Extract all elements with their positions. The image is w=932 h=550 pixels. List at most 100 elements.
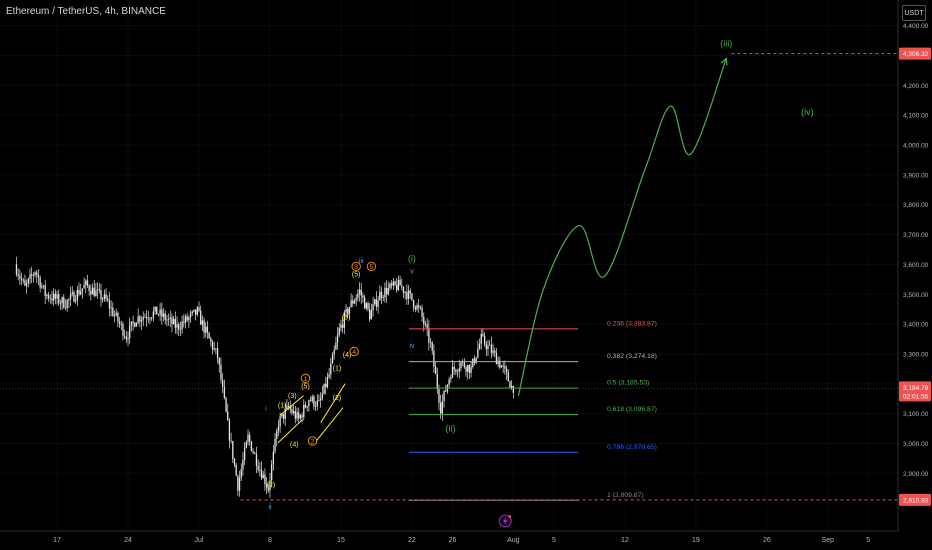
- candle-body: [108, 300, 111, 309]
- candle-body: [218, 358, 220, 365]
- candle-body: [223, 386, 225, 398]
- candle-body: [291, 409, 293, 414]
- candle-body: [472, 358, 474, 367]
- time-tick-label: Jul: [195, 537, 204, 544]
- candle-body: [213, 348, 215, 350]
- wave-label: (4): [343, 352, 352, 359]
- candle-body: [440, 402, 442, 414]
- candle-body: [505, 368, 508, 373]
- time-tick-label: Aug: [507, 537, 520, 544]
- wave-label: v: [410, 268, 414, 275]
- time-axis[interactable]: 17 24 Jul 8 15 22 26 Aug 5 12 19 26 Sep 5: [0, 530, 932, 550]
- candle-body: [222, 379, 224, 387]
- candle-body: [73, 292, 75, 302]
- candle-body: [194, 309, 197, 315]
- candle-body: [338, 327, 340, 336]
- candle-body: [98, 289, 100, 291]
- candle-body: [271, 464, 273, 481]
- candle-body: [188, 317, 190, 321]
- candle-body: [448, 379, 450, 385]
- candle-body: [340, 324, 342, 328]
- candle-body: [421, 307, 423, 318]
- candle-body: [414, 307, 416, 310]
- candle-body: [436, 374, 438, 390]
- candle-body: [353, 300, 356, 304]
- candle-body: [487, 345, 489, 350]
- candle-body: [134, 322, 136, 327]
- candle-body: [164, 313, 166, 321]
- wave-label: (i): [408, 253, 416, 263]
- candle-body: [178, 324, 180, 330]
- candle-body: [20, 278, 23, 280]
- candle-body: [46, 294, 48, 297]
- candle-body: [102, 298, 104, 300]
- candle-body: [316, 400, 318, 407]
- time-tick-label: 8: [268, 537, 272, 544]
- price-axis-background: [898, 0, 932, 550]
- candle-body: [336, 335, 339, 343]
- candle-body: [68, 299, 70, 301]
- wave-label: (5): [352, 271, 361, 278]
- candle-body: [480, 334, 482, 344]
- candle-body: [49, 298, 51, 300]
- candle-body: [135, 322, 138, 327]
- price-tick-label: 3,600.00: [903, 262, 929, 269]
- projection-arrowhead: [720, 57, 728, 66]
- candle-body: [167, 318, 170, 320]
- price-tick-label: 3,500.00: [903, 292, 929, 299]
- candle-body: [176, 324, 178, 328]
- candle-body: [125, 336, 127, 340]
- candle-body: [237, 475, 239, 491]
- candle-body: [426, 324, 428, 329]
- candle-body: [254, 452, 256, 454]
- candle-body: [157, 314, 160, 316]
- candle-body: [132, 321, 134, 323]
- candle-body: [201, 320, 204, 325]
- time-tick-label: 12: [621, 537, 629, 544]
- candle-body: [90, 291, 92, 295]
- candle-body: [308, 400, 310, 407]
- fib-label-1: 1 (2,809.87): [607, 492, 644, 499]
- candle-body: [423, 317, 425, 325]
- candle-body: [15, 264, 18, 275]
- candle-body: [451, 366, 454, 378]
- currency-unit-button[interactable]: USDT: [902, 5, 926, 21]
- candle-body: [247, 434, 249, 442]
- candle-body: [96, 289, 99, 291]
- last-price-tag-background: [899, 381, 931, 402]
- candle-body: [475, 357, 477, 363]
- wave-label: (2): [267, 482, 276, 489]
- wave-label: 1: [304, 376, 308, 383]
- candle-body: [507, 372, 509, 382]
- candle-body: [465, 367, 467, 372]
- candle-body: [313, 396, 315, 407]
- candle-body: [88, 285, 90, 292]
- time-tick-label: 5: [552, 537, 556, 544]
- candle-body: [399, 279, 401, 286]
- wave-label: iii: [359, 258, 364, 265]
- time-tick-label: 26: [763, 537, 771, 544]
- candle-body: [262, 474, 264, 479]
- candle-body: [438, 389, 440, 403]
- candle-body: [485, 344, 487, 350]
- candle-body: [431, 342, 433, 351]
- candle-body: [44, 285, 46, 297]
- candle-body: [274, 438, 276, 452]
- price-tag-background: [899, 493, 931, 506]
- candle-body: [63, 297, 65, 308]
- candle-body: [458, 368, 460, 372]
- notification-dot: [508, 515, 512, 518]
- candle-body: [380, 291, 383, 298]
- price-tick-label: 3,100.00: [903, 411, 929, 418]
- candle-body: [69, 294, 72, 300]
- candle-body: [301, 415, 303, 418]
- price-axis[interactable]: 2,900.003,000.003,100.003,200.003,300.00…: [897, 0, 932, 550]
- candle-body: [318, 400, 320, 402]
- candle-body: [257, 465, 259, 470]
- candle-body: [250, 441, 253, 451]
- candle-body: [32, 274, 35, 276]
- time-tick-label: 22: [408, 537, 416, 544]
- candle-body: [279, 416, 281, 427]
